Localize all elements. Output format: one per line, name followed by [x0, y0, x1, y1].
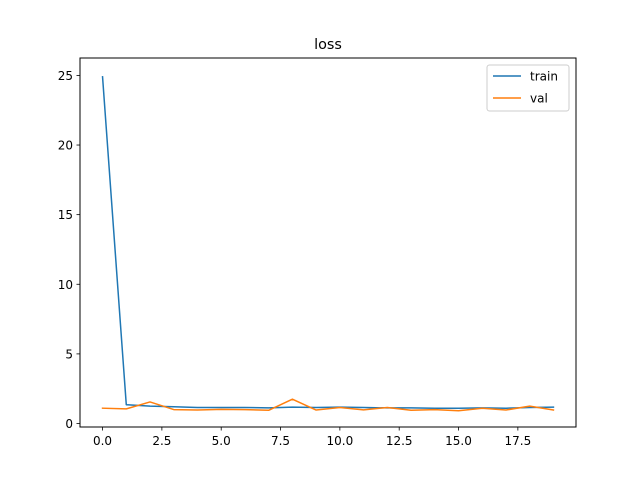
y-tick-label: 20 [58, 139, 73, 153]
x-tick-label: 10.0 [327, 434, 354, 448]
series-layer [101, 75, 555, 412]
plot-area [79, 57, 577, 428]
x-tick-label: 17.5 [504, 434, 531, 448]
legend: train val [486, 64, 570, 112]
x-tick-label: 7.5 [271, 434, 290, 448]
y-tick-label: 0 [65, 417, 73, 431]
x-tick-label: 2.5 [152, 434, 171, 448]
y-tick-label: 5 [65, 347, 73, 361]
chart-title: loss [314, 37, 342, 53]
y-tick-label: 10 [58, 278, 73, 292]
x-axis: 0.0 2.5 5.0 7.5 10.0 12.5 15.0 17.5 [93, 427, 531, 448]
x-tick-label: 12.5 [386, 434, 413, 448]
x-tick-label: 5.0 [212, 434, 231, 448]
y-tick-label: 25 [58, 69, 73, 83]
legend-label-train: train [530, 70, 558, 84]
x-tick-label: 0.0 [93, 434, 112, 448]
x-tick-label: 15.0 [445, 434, 472, 448]
series-line-val [101, 398, 555, 412]
legend-label-val: val [530, 92, 548, 106]
y-axis: 0 5 10 15 20 25 [58, 69, 80, 431]
y-tick-label: 15 [58, 208, 73, 222]
